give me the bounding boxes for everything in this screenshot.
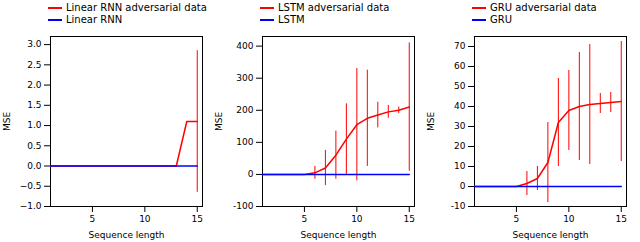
svg-text:15: 15	[404, 214, 415, 224]
html-text:Linear RNN: Linear RNN	[66, 14, 123, 25]
svg-text:Sequence length: Sequence length	[301, 230, 377, 240]
html-text:GRU adversarial data: GRU adversarial data	[490, 2, 597, 13]
svg-text:−1.0: −1.0	[20, 201, 42, 211]
html-text:LSTM: LSTM	[278, 14, 305, 25]
svg-text:100: 100	[236, 137, 253, 147]
html-text:GRU: GRU	[490, 14, 512, 25]
svg-text:Sequence length: Sequence length	[89, 230, 165, 240]
svg-text:30: 30	[454, 121, 466, 131]
svg-text:15: 15	[616, 214, 627, 224]
svg-text:1.0: 1.0	[27, 120, 42, 130]
svg-text:10: 10	[454, 161, 466, 171]
svg-text:0: 0	[460, 181, 466, 191]
html-text:Linear RNN adversarial data: Linear RNN adversarial data	[66, 2, 207, 13]
svg-text:2.0: 2.0	[27, 80, 42, 90]
svg-text:Sequence length: Sequence length	[513, 230, 589, 240]
svg-text:5: 5	[514, 214, 520, 224]
svg-text:15: 15	[192, 214, 203, 224]
svg-text:10: 10	[139, 214, 151, 224]
svg-text:10: 10	[351, 214, 363, 224]
svg-text:MSE: MSE	[214, 112, 224, 131]
svg-text:60: 60	[454, 61, 466, 71]
svg-text:MSE: MSE	[426, 112, 436, 131]
svg-text:5: 5	[302, 214, 308, 224]
svg-text:0.5: 0.5	[27, 141, 41, 151]
svg-text:20: 20	[454, 141, 466, 151]
svg-text:-100: -100	[233, 201, 254, 211]
svg-text:10: 10	[563, 214, 575, 224]
svg-text:0: 0	[248, 169, 254, 179]
svg-text:MSE: MSE	[2, 112, 12, 131]
svg-text:1.5: 1.5	[27, 100, 41, 110]
svg-text:0.0: 0.0	[27, 161, 42, 171]
svg-text:200: 200	[236, 105, 253, 115]
html-text:LSTM adversarial data: LSTM adversarial data	[278, 2, 390, 13]
svg-text:70: 70	[454, 41, 466, 51]
svg-text:300: 300	[236, 73, 253, 83]
svg-text:400: 400	[236, 41, 253, 51]
svg-text:40: 40	[454, 101, 466, 111]
svg-text:−0.5: −0.5	[20, 181, 42, 191]
svg-text:5: 5	[90, 214, 96, 224]
svg-text:-10: -10	[451, 201, 466, 211]
svg-text:3.0: 3.0	[27, 39, 42, 49]
svg-text:2.5: 2.5	[27, 60, 41, 70]
svg-text:50: 50	[454, 81, 466, 91]
